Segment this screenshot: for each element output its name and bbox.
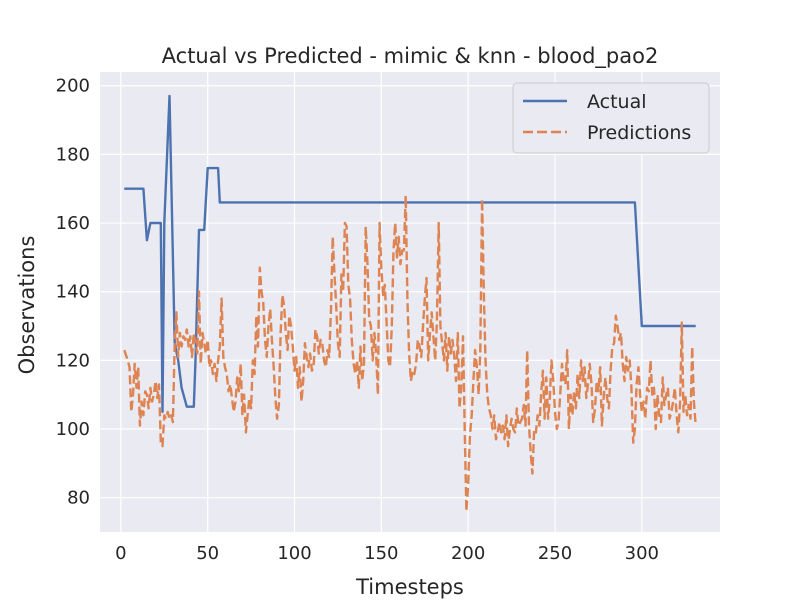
x-tick-label: 200 (451, 543, 485, 564)
x-axis-title: Timesteps (355, 575, 464, 599)
y-axis-title: Observations (15, 236, 39, 375)
series-line-actual (124, 94, 696, 414)
legend-label-predictions: Predictions (587, 122, 691, 144)
legend-label-actual: Actual (587, 91, 647, 113)
x-tick-label: 100 (277, 543, 311, 564)
x-tick-label: 300 (625, 543, 659, 564)
y-tick-label: 100 (56, 419, 90, 440)
x-tick-label: 150 (364, 543, 398, 564)
y-tick-label: 200 (56, 76, 90, 97)
x-tick-label: 250 (538, 543, 572, 564)
x-tick-label: 50 (196, 543, 219, 564)
legend: Actual Predictions (512, 82, 710, 154)
series-layer (123, 94, 697, 513)
y-tick-label: 80 (67, 488, 90, 509)
chart-title: Actual vs Predicted - mimic & knn - bloo… (162, 44, 659, 69)
tick-labels: 0 50 100 150 200 250 300 80 100 120 140 160 180 200 (56, 76, 659, 564)
y-tick-label: 140 (56, 282, 90, 303)
y-tick-label: 120 (56, 350, 90, 371)
x-tick-label: 0 (115, 543, 126, 564)
y-tick-label: 180 (56, 144, 90, 165)
y-tick-label: 160 (56, 213, 90, 234)
series-line-predictions (123, 194, 697, 513)
